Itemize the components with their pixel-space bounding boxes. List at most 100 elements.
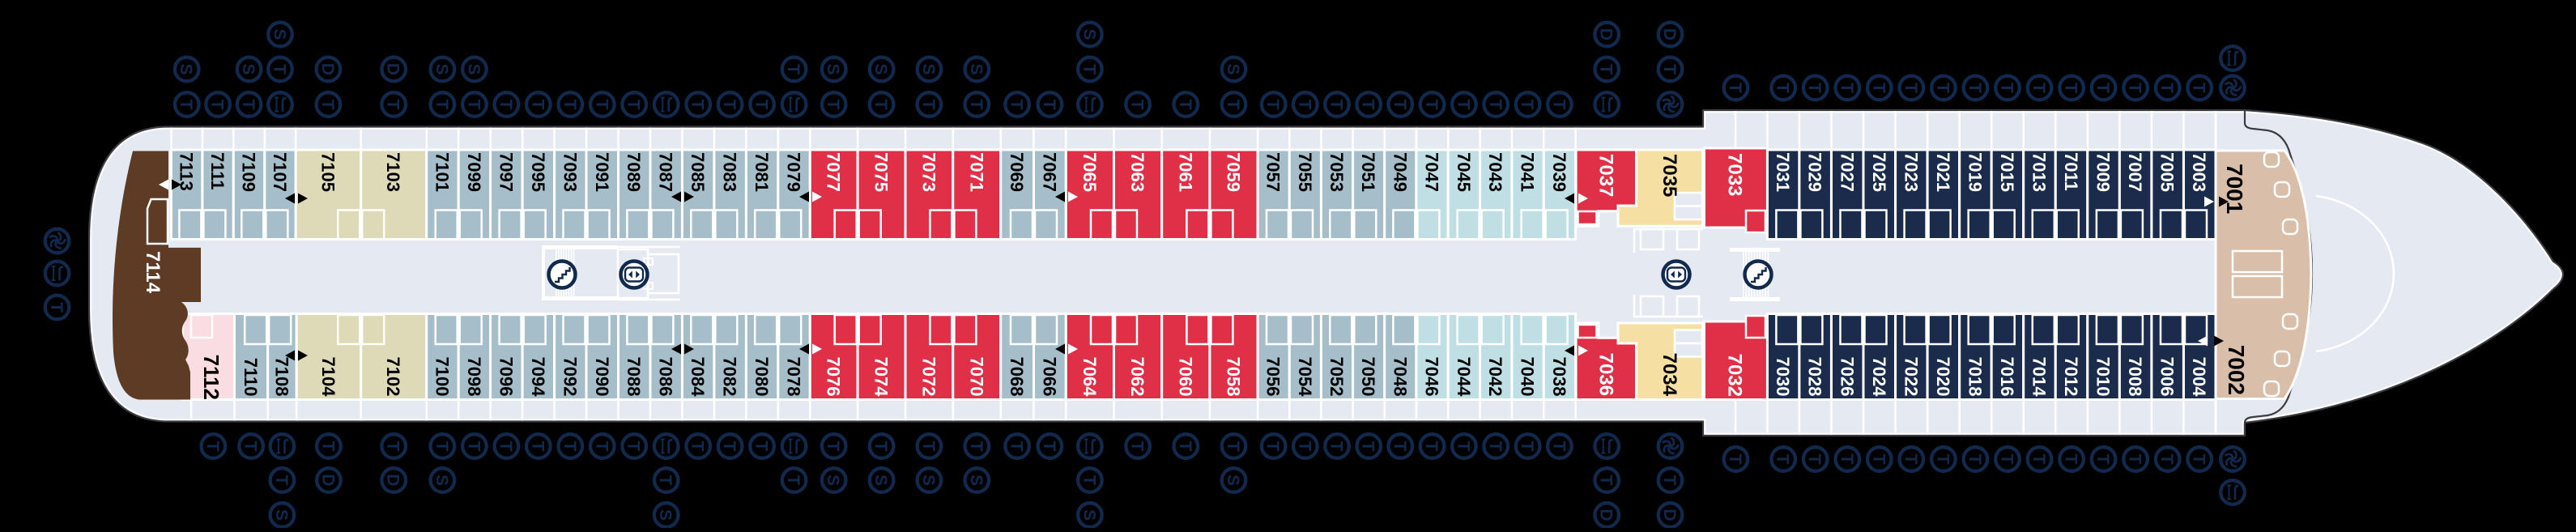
svg-text:7114: 7114 — [142, 251, 164, 294]
svg-text:T: T — [432, 100, 451, 110]
svg-text:S: S — [270, 28, 289, 40]
svg-text:7019: 7019 — [1965, 152, 1985, 192]
svg-text:7101: 7101 — [432, 152, 452, 192]
svg-text:7037: 7037 — [1595, 154, 1617, 197]
svg-text:T: T — [2126, 454, 2144, 465]
svg-text:T: T — [824, 441, 842, 452]
svg-text:7089: 7089 — [624, 152, 644, 192]
svg-text:7047: 7047 — [1422, 152, 1442, 192]
svg-text:7104: 7104 — [318, 357, 338, 398]
svg-text:7094: 7094 — [528, 357, 548, 398]
svg-text:7020: 7020 — [1933, 357, 1953, 397]
svg-text:D: D — [318, 63, 337, 75]
svg-text:7044: 7044 — [1454, 357, 1474, 398]
svg-text:T: T — [2157, 83, 2176, 93]
svg-text:7002: 7002 — [2224, 345, 2249, 395]
svg-text:T: T — [1965, 454, 1984, 465]
svg-text:T: T — [1224, 441, 1242, 452]
svg-text:7057: 7057 — [1263, 152, 1284, 192]
svg-text:T: T — [871, 100, 890, 110]
svg-text:D: D — [1660, 28, 1679, 40]
svg-text:T: T — [1549, 441, 1568, 452]
svg-text:T: T — [1007, 441, 1026, 452]
svg-text:T: T — [1726, 454, 1744, 465]
svg-text:T: T — [967, 100, 986, 110]
svg-text:T: T — [1128, 441, 1147, 452]
svg-text:7068: 7068 — [1007, 357, 1027, 397]
svg-text:T: T — [2093, 83, 2112, 93]
svg-text:7058: 7058 — [1224, 357, 1244, 397]
svg-text:T: T — [1726, 83, 1744, 93]
svg-text:T: T — [270, 64, 289, 74]
svg-text:T: T — [1359, 100, 1377, 110]
svg-text:T: T — [2062, 454, 2080, 465]
svg-text:7061: 7061 — [1175, 152, 1195, 192]
svg-text:7039: 7039 — [1549, 152, 1569, 192]
svg-text:T: T — [871, 441, 890, 452]
svg-text:7035: 7035 — [1658, 154, 1680, 197]
svg-text:T: T — [496, 100, 515, 110]
svg-text:T: T — [1040, 441, 1058, 452]
svg-text:7077: 7077 — [824, 152, 844, 192]
svg-text:7052: 7052 — [1326, 357, 1347, 397]
svg-text:7100: 7100 — [432, 357, 452, 397]
svg-text:7083: 7083 — [720, 152, 740, 192]
svg-text:T: T — [1040, 100, 1058, 110]
svg-text:S: S — [1224, 475, 1242, 486]
svg-text:7064: 7064 — [1079, 357, 1100, 398]
svg-text:T: T — [1422, 100, 1441, 110]
svg-text:T: T — [1773, 454, 1792, 465]
svg-text:7016: 7016 — [1997, 357, 2017, 397]
svg-text:7038: 7038 — [1549, 357, 1569, 397]
svg-text:7090: 7090 — [592, 357, 612, 397]
svg-text:7084: 7084 — [688, 357, 708, 398]
svg-text:T: T — [1773, 83, 1792, 93]
svg-text:7051: 7051 — [1358, 152, 1378, 192]
svg-text:T: T — [1805, 83, 1824, 93]
svg-text:T: T — [1933, 454, 1952, 465]
svg-text:S: S — [1079, 509, 1098, 521]
svg-text:T: T — [1933, 83, 1952, 93]
svg-text:T: T — [1901, 83, 1920, 93]
svg-text:T: T — [919, 100, 938, 110]
svg-text:7024: 7024 — [1869, 357, 1889, 398]
svg-text:T: T — [528, 441, 547, 452]
svg-text:S: S — [272, 509, 291, 521]
svg-text:7041: 7041 — [1518, 152, 1538, 192]
svg-text:T: T — [2029, 83, 2048, 93]
svg-text:7033: 7033 — [1724, 153, 1746, 196]
svg-text:T: T — [592, 100, 611, 110]
svg-text:T: T — [272, 475, 291, 486]
svg-text:T: T — [752, 441, 771, 452]
svg-text:7025: 7025 — [1869, 152, 1889, 192]
svg-text:T: T — [241, 441, 260, 452]
svg-text:7085: 7085 — [688, 152, 708, 192]
svg-text:T: T — [1837, 83, 1856, 93]
svg-text:T: T — [1965, 83, 1984, 93]
svg-text:T: T — [318, 100, 337, 110]
svg-text:T: T — [1454, 441, 1472, 452]
svg-text:7040: 7040 — [1518, 357, 1538, 397]
svg-text:T: T — [592, 441, 611, 452]
svg-text:7072: 7072 — [918, 357, 939, 397]
svg-text:7079: 7079 — [784, 152, 804, 192]
svg-text:7045: 7045 — [1454, 152, 1474, 192]
svg-text:7008: 7008 — [2125, 357, 2145, 397]
svg-text:T: T — [1660, 64, 1679, 74]
svg-text:7112: 7112 — [199, 355, 224, 400]
svg-text:7108: 7108 — [271, 357, 292, 397]
svg-text:T: T — [656, 475, 675, 486]
svg-text:T: T — [1079, 475, 1098, 486]
svg-text:T: T — [967, 441, 986, 452]
svg-text:7082: 7082 — [720, 357, 740, 397]
svg-text:7063: 7063 — [1127, 152, 1147, 192]
svg-text:S: S — [919, 475, 938, 486]
svg-text:S: S — [871, 475, 890, 486]
svg-text:7006: 7006 — [2157, 357, 2178, 397]
svg-text:T: T — [1176, 100, 1194, 110]
svg-text:S: S — [871, 63, 890, 74]
svg-text:T: T — [1007, 100, 1026, 110]
svg-text:S: S — [824, 63, 842, 74]
svg-text:S: S — [824, 475, 842, 486]
svg-text:S: S — [656, 509, 675, 521]
